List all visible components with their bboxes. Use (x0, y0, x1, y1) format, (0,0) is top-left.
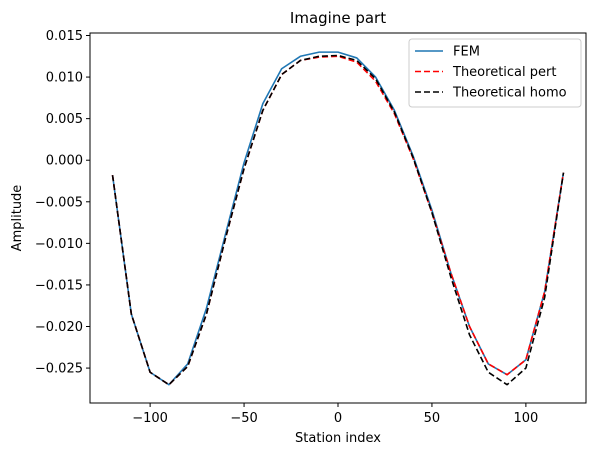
y-tick-label: 0.015 (46, 29, 83, 44)
y-tick-label: −0.020 (35, 320, 83, 335)
axis-ticks: −100 −50 0 50 100 0.015 0.010 0.005 0.000 −0.005 −… (35, 29, 538, 426)
y-tick-label: 0.000 (46, 154, 83, 169)
y-tick-label: 0.005 (46, 112, 83, 127)
legend: FEM Theoretical pert Theoretical homo (408, 38, 582, 108)
legend-label: Theoretical pert (452, 65, 556, 80)
y-tick-label: −0.010 (35, 237, 83, 252)
y-tick-label: 0.010 (46, 71, 83, 86)
series-line-fem (111, 51, 565, 386)
x-tick-label: −50 (230, 411, 257, 426)
plot-area (111, 51, 565, 386)
x-tick-label: 0 (334, 411, 342, 426)
legend-label: Theoretical homo (452, 86, 567, 101)
chart-title: Imagine part (290, 9, 386, 27)
y-axis-label: Amplitude (10, 185, 25, 252)
x-tick-label: 100 (513, 411, 538, 426)
y-tick-label: −0.025 (35, 362, 83, 377)
plot-frame (89, 32, 587, 404)
y-tick-label: −0.015 (35, 278, 83, 293)
x-tick-label: 50 (424, 411, 441, 426)
y-tick-label: −0.005 (35, 195, 83, 210)
legend-box (408, 38, 582, 108)
x-axis-label: Station index (295, 431, 381, 446)
legend-label: FEM (453, 45, 480, 60)
x-tick-label: −100 (132, 411, 168, 426)
